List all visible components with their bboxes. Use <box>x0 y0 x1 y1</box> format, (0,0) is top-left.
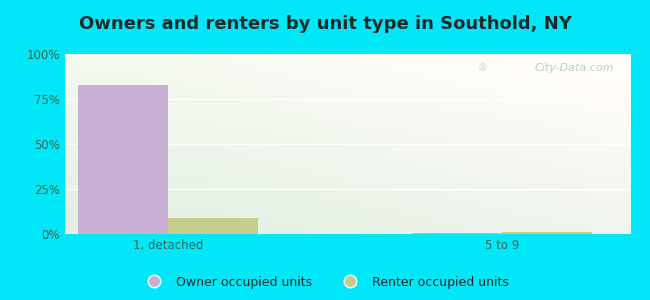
Bar <box>502 232 592 234</box>
Bar <box>168 218 258 234</box>
Bar <box>412 232 502 234</box>
Bar <box>78 85 168 234</box>
Text: Owners and renters by unit type in Southold, NY: Owners and renters by unit type in South… <box>79 15 571 33</box>
Legend: Owner occupied units, Renter occupied units: Owner occupied units, Renter occupied un… <box>136 271 514 294</box>
Text: ®: ® <box>478 63 488 73</box>
Text: City-Data.com: City-Data.com <box>534 63 614 73</box>
